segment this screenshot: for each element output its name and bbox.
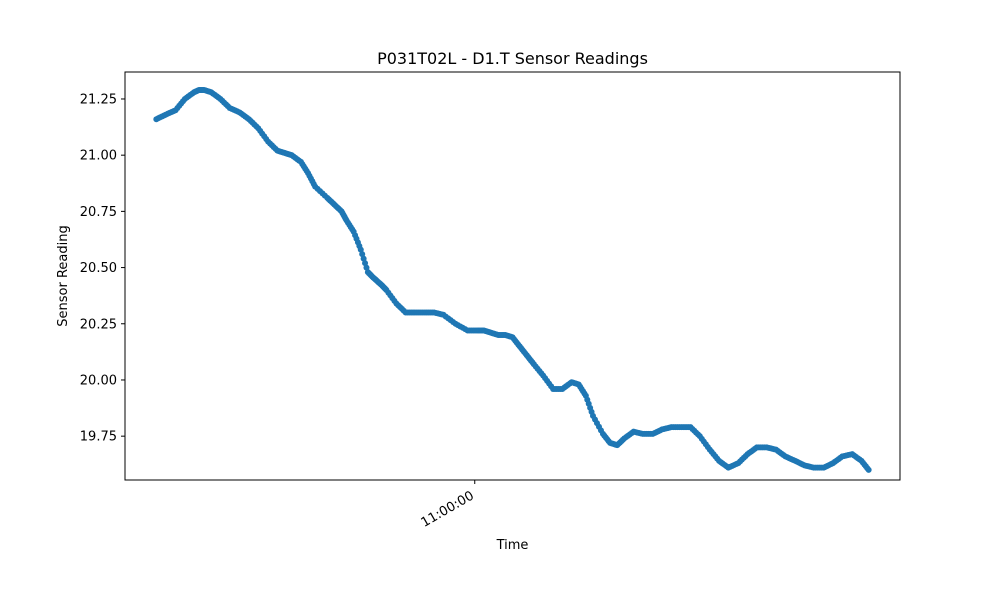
y-tick-label: 21.25 (80, 92, 117, 107)
y-tick-label: 19.75 (80, 430, 117, 445)
data-points (153, 86, 872, 473)
plot-frame (124, 71, 901, 481)
y-tick-label: 20.00 (80, 373, 117, 388)
data-point (363, 264, 370, 271)
y-axis-label: Sensor Reading (56, 225, 71, 326)
y-axis-ticks: 19.75 20.00 20.25 20.50 20.75 21.00 21.25 (80, 92, 125, 445)
y-tick-label: 20.75 (80, 205, 117, 220)
chart-title: P031T02L - D1.T Sensor Readings (377, 49, 648, 68)
data-point (865, 466, 872, 473)
data-point (362, 260, 369, 267)
data-point (359, 251, 366, 258)
y-tick-label: 20.50 (80, 261, 117, 276)
y-tick-label: 20.25 (80, 317, 117, 332)
y-tick-label: 21.00 (80, 149, 117, 164)
x-axis-label: Time (496, 538, 529, 553)
